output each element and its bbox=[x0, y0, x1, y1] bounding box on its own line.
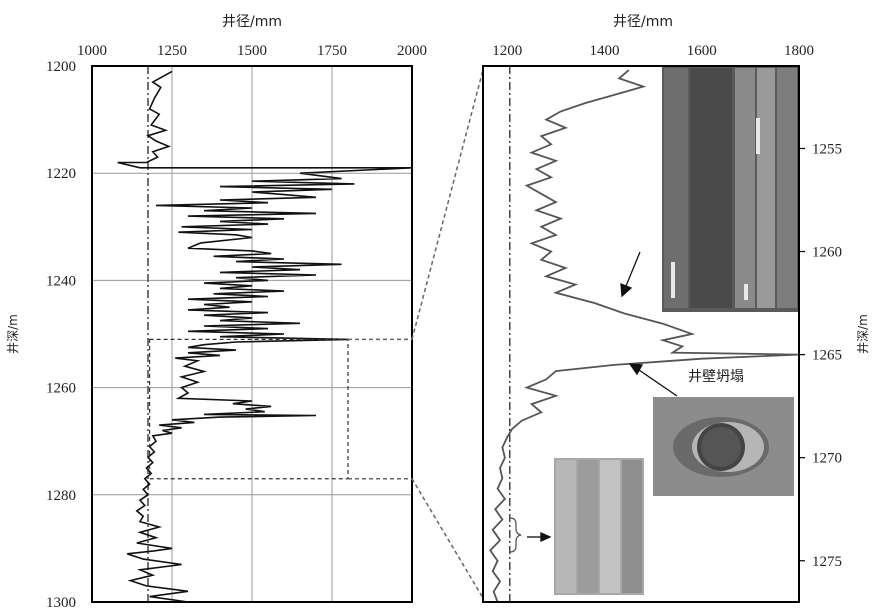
core-arrow-line bbox=[625, 251, 641, 287]
zoom-connectors bbox=[348, 69, 484, 599]
right-x-tick-label: 1200 bbox=[492, 43, 522, 59]
left-y-tick-label: 1200 bbox=[46, 59, 76, 75]
left-x-tick-label: 1000 bbox=[77, 43, 107, 59]
annotation-arrows bbox=[509, 251, 678, 553]
left-y-tick-label: 1240 bbox=[46, 273, 76, 289]
right-chart: 井径/mm 1200 1400 1600 1800125512601265127012… bbox=[482, 14, 870, 603]
right-y-tick-label: 1275 bbox=[812, 554, 842, 570]
right-y-tick-label: 1270 bbox=[812, 451, 842, 467]
right-caliper-curve bbox=[489, 69, 800, 603]
right-tick-labels: 1200 1400 1600 1800 1255 1260 1265 1270 1275 bbox=[492, 43, 842, 570]
right-x-axis-title: 井径/mm bbox=[613, 14, 673, 30]
collapse-arrow-line bbox=[638, 369, 678, 397]
left-x-tick-label: 2000 bbox=[397, 43, 427, 59]
bottom-photo-arrow-head bbox=[540, 531, 552, 543]
right-x-tick-label: 1800 bbox=[784, 43, 814, 59]
right-y-axis-title: 井深/m bbox=[856, 314, 870, 354]
connector-bottom-diagonal bbox=[411, 478, 484, 599]
right-x-tick-label: 1600 bbox=[687, 43, 717, 59]
left-x-tick-label: 1250 bbox=[157, 43, 187, 59]
left-chart: 井径/mm 1000 1250 1500 1750 2000 1200 1220 1240 12… bbox=[6, 14, 427, 609]
right-y-tick-label: 1260 bbox=[812, 245, 842, 261]
left-caliper-curve bbox=[117, 70, 413, 603]
connector-top-diagonal bbox=[411, 69, 484, 340]
left-x-tick-label: 1750 bbox=[317, 43, 347, 59]
core-sample-photo-bottom bbox=[554, 458, 644, 595]
left-tick-labels: 1000 1250 1500 1750 2000 1200 1220 1240 1260 1280… bbox=[46, 43, 427, 609]
left-y-tick-label: 1260 bbox=[46, 381, 76, 397]
collapse-annotation: 井壁坍塌 bbox=[688, 369, 744, 385]
left-y-tick-label: 1220 bbox=[46, 166, 76, 182]
left-plot-frame bbox=[91, 65, 413, 603]
left-x-tick-label: 1500 bbox=[237, 43, 267, 59]
core-arrow-head bbox=[620, 283, 633, 298]
right-y-tick-label: 1255 bbox=[812, 141, 842, 157]
borehole-collapse-photo bbox=[653, 397, 794, 496]
core-sample-photo-top bbox=[662, 66, 799, 312]
left-highlight-box bbox=[149, 338, 349, 480]
right-y-tick-label: 1265 bbox=[812, 348, 842, 364]
left-y-tick-label: 1300 bbox=[46, 595, 76, 609]
right-plot-frame bbox=[482, 65, 800, 603]
brace-icon bbox=[509, 517, 522, 553]
collapse-arrow-head bbox=[628, 363, 644, 376]
right-x-tick-label: 1400 bbox=[590, 43, 620, 59]
left-x-axis-title: 井径/mm bbox=[222, 14, 282, 30]
left-y-tick-label: 1280 bbox=[46, 488, 76, 504]
left-y-axis-title: 井深/m bbox=[6, 314, 20, 354]
